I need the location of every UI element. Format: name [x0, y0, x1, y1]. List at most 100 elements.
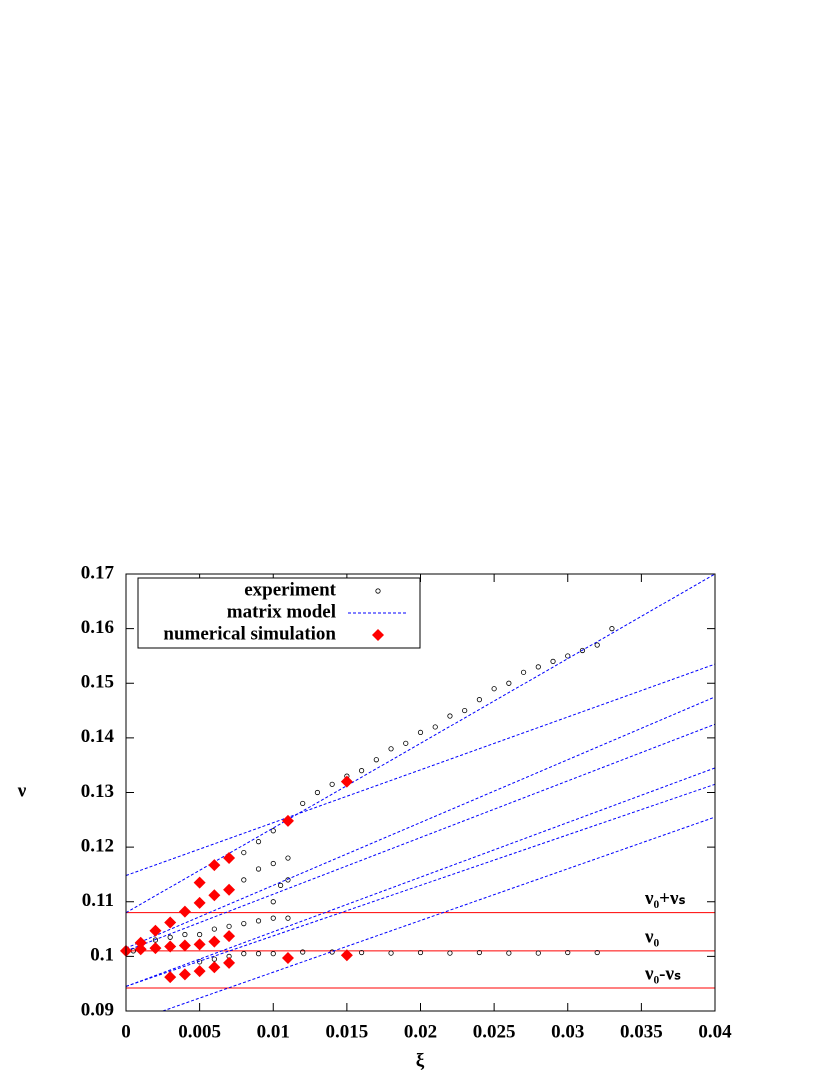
reference-label: ν₀-νₛ — [644, 963, 681, 984]
model-line — [125, 663, 716, 877]
experiment-point — [358, 768, 365, 774]
experiment-point — [255, 951, 262, 957]
model-line — [125, 696, 716, 949]
x-tick-label: 0.02 — [404, 1021, 437, 1042]
simulation-point — [223, 956, 236, 969]
experiment-point — [373, 757, 379, 763]
simulation-point — [223, 852, 236, 865]
y-tick-label: 0.15 — [81, 672, 114, 693]
simulation-point — [340, 775, 353, 788]
experiment-point — [491, 686, 497, 692]
experiment-point — [300, 949, 306, 955]
experiment-point — [388, 950, 394, 956]
y-axis-label: ν — [17, 780, 27, 801]
experiment-point — [447, 950, 453, 956]
experiment-point — [550, 658, 556, 665]
reference-label: ν₀+νₛ — [644, 888, 686, 909]
plot-frame — [125, 573, 716, 1012]
simulation-point — [340, 949, 353, 962]
experiment-point — [609, 626, 615, 632]
simulation-point — [149, 942, 162, 955]
simulation-point — [281, 814, 294, 827]
experiment-point — [182, 931, 188, 938]
experiment-point — [167, 934, 173, 940]
simulation-point — [193, 876, 206, 889]
model-line — [162, 816, 716, 1012]
experiment-point — [447, 713, 453, 719]
legend-swatch — [372, 629, 384, 641]
simulation-point — [193, 938, 206, 951]
simulation-point — [193, 965, 206, 978]
experiment-point — [520, 669, 527, 675]
experiment-point — [270, 828, 276, 834]
experiment-point — [270, 860, 276, 867]
y-tick-label: 0.11 — [82, 890, 114, 911]
legend-swatch — [375, 588, 381, 594]
model-line — [125, 723, 716, 952]
experiment-point — [565, 653, 571, 659]
simulation-point — [281, 952, 294, 965]
experiment-point — [388, 746, 394, 752]
model-line — [125, 783, 716, 987]
simulation-point — [134, 943, 147, 956]
x-axis-label: ξ — [416, 1050, 425, 1071]
experiment-point — [506, 680, 512, 686]
model-line — [125, 573, 716, 914]
x-tick-label: 0 — [121, 1021, 131, 1042]
y-tick-label: 0.09 — [81, 999, 114, 1020]
simulation-point — [208, 935, 221, 948]
experiment-point — [211, 926, 217, 932]
x-tick-label: 0.025 — [473, 1021, 516, 1042]
experiment-point — [255, 839, 262, 845]
experiment-point — [594, 642, 600, 648]
y-tick-label: 0.17 — [81, 562, 115, 583]
simulation-point — [178, 968, 191, 981]
legend-label: experiment — [244, 579, 336, 600]
experiment-point — [285, 915, 291, 921]
x-tick-label: 0.03 — [551, 1021, 584, 1042]
simulation-point — [223, 930, 236, 943]
experiment-point — [314, 789, 321, 796]
simulation-point — [208, 889, 221, 902]
simulation-point — [208, 961, 221, 974]
model-line — [125, 767, 716, 987]
experiment-point — [278, 882, 284, 888]
experiment-point — [462, 707, 468, 714]
y-tick-label: 0.1 — [90, 945, 114, 966]
simulation-point — [223, 883, 236, 896]
experiment-point — [241, 920, 247, 927]
experiment-point — [241, 849, 247, 856]
experiment-point — [211, 956, 217, 962]
x-tick-label: 0.015 — [326, 1021, 369, 1042]
experiment-point — [197, 931, 203, 938]
experiment-point — [417, 729, 424, 736]
experiment-point — [417, 949, 424, 956]
simulation-point — [164, 940, 177, 953]
experiment-point — [270, 899, 276, 905]
y-tick-label: 0.13 — [81, 781, 114, 802]
experiment-point — [579, 647, 586, 654]
simulation-point — [178, 905, 191, 918]
experiment-point — [241, 951, 247, 957]
reference-label: ν₀ — [644, 926, 659, 947]
experiment-point — [403, 740, 409, 746]
experiment-point — [329, 781, 335, 787]
y-tick-label: 0.16 — [81, 617, 114, 638]
experiment-point — [255, 918, 262, 924]
experiment-point — [535, 950, 541, 956]
simulation-point — [164, 971, 177, 984]
experiment-point — [270, 951, 276, 957]
simulation-point — [134, 936, 147, 949]
experiment-point — [358, 949, 365, 956]
experiment-point — [226, 923, 232, 929]
simulation-point — [208, 859, 221, 872]
legend-label: matrix model — [227, 601, 336, 622]
x-tick-label: 0.005 — [178, 1021, 221, 1042]
experiment-point — [285, 855, 291, 861]
simulation-point — [164, 916, 177, 929]
legend-label: numerical simulation — [163, 623, 336, 644]
experiment-point — [535, 664, 541, 670]
x-tick-label: 0.01 — [257, 1021, 290, 1042]
